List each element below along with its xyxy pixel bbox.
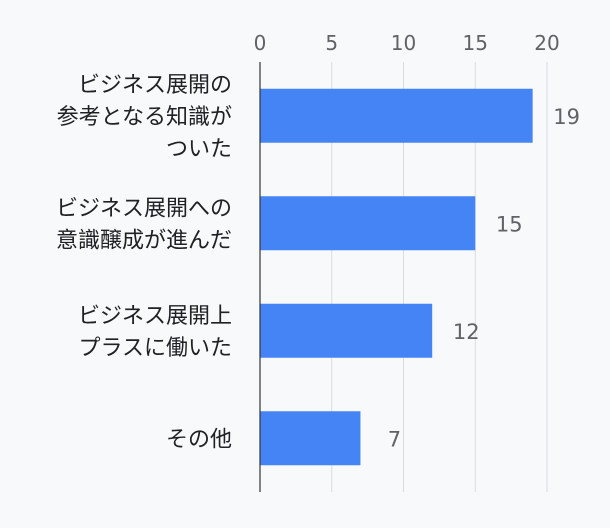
category-label-4-line-1: その他	[166, 427, 232, 452]
data-label-3: 12	[453, 320, 480, 344]
x-tick-label-10: 10	[391, 31, 416, 55]
bar-4	[260, 411, 361, 466]
bar-2	[260, 196, 476, 251]
category-label-1-line-1: ビジネス展開の	[78, 73, 232, 98]
category-label-1-line-3: ついた	[166, 137, 232, 162]
data-label-2: 15	[496, 212, 523, 236]
bar-3	[260, 303, 433, 358]
category-label-1-line-2: 参考となる知識が	[57, 105, 232, 130]
bar-1	[260, 88, 533, 143]
category-label-2-line-1: ビジネス展開への	[56, 196, 232, 221]
x-tick-label-0: 0	[254, 31, 267, 55]
category-label-3-line-1: ビジネス展開上	[78, 304, 232, 329]
x-tick-label-20: 20	[534, 31, 559, 55]
category-label-3-line-2: プラスに働いた	[78, 336, 232, 361]
data-label-1: 19	[553, 105, 580, 129]
x-tick-label-5: 5	[325, 31, 338, 55]
x-tick-label-15: 15	[463, 31, 488, 55]
data-label-4: 7	[388, 427, 401, 451]
category-label-2-line-2: 意識醸成が進んだ	[56, 228, 232, 253]
